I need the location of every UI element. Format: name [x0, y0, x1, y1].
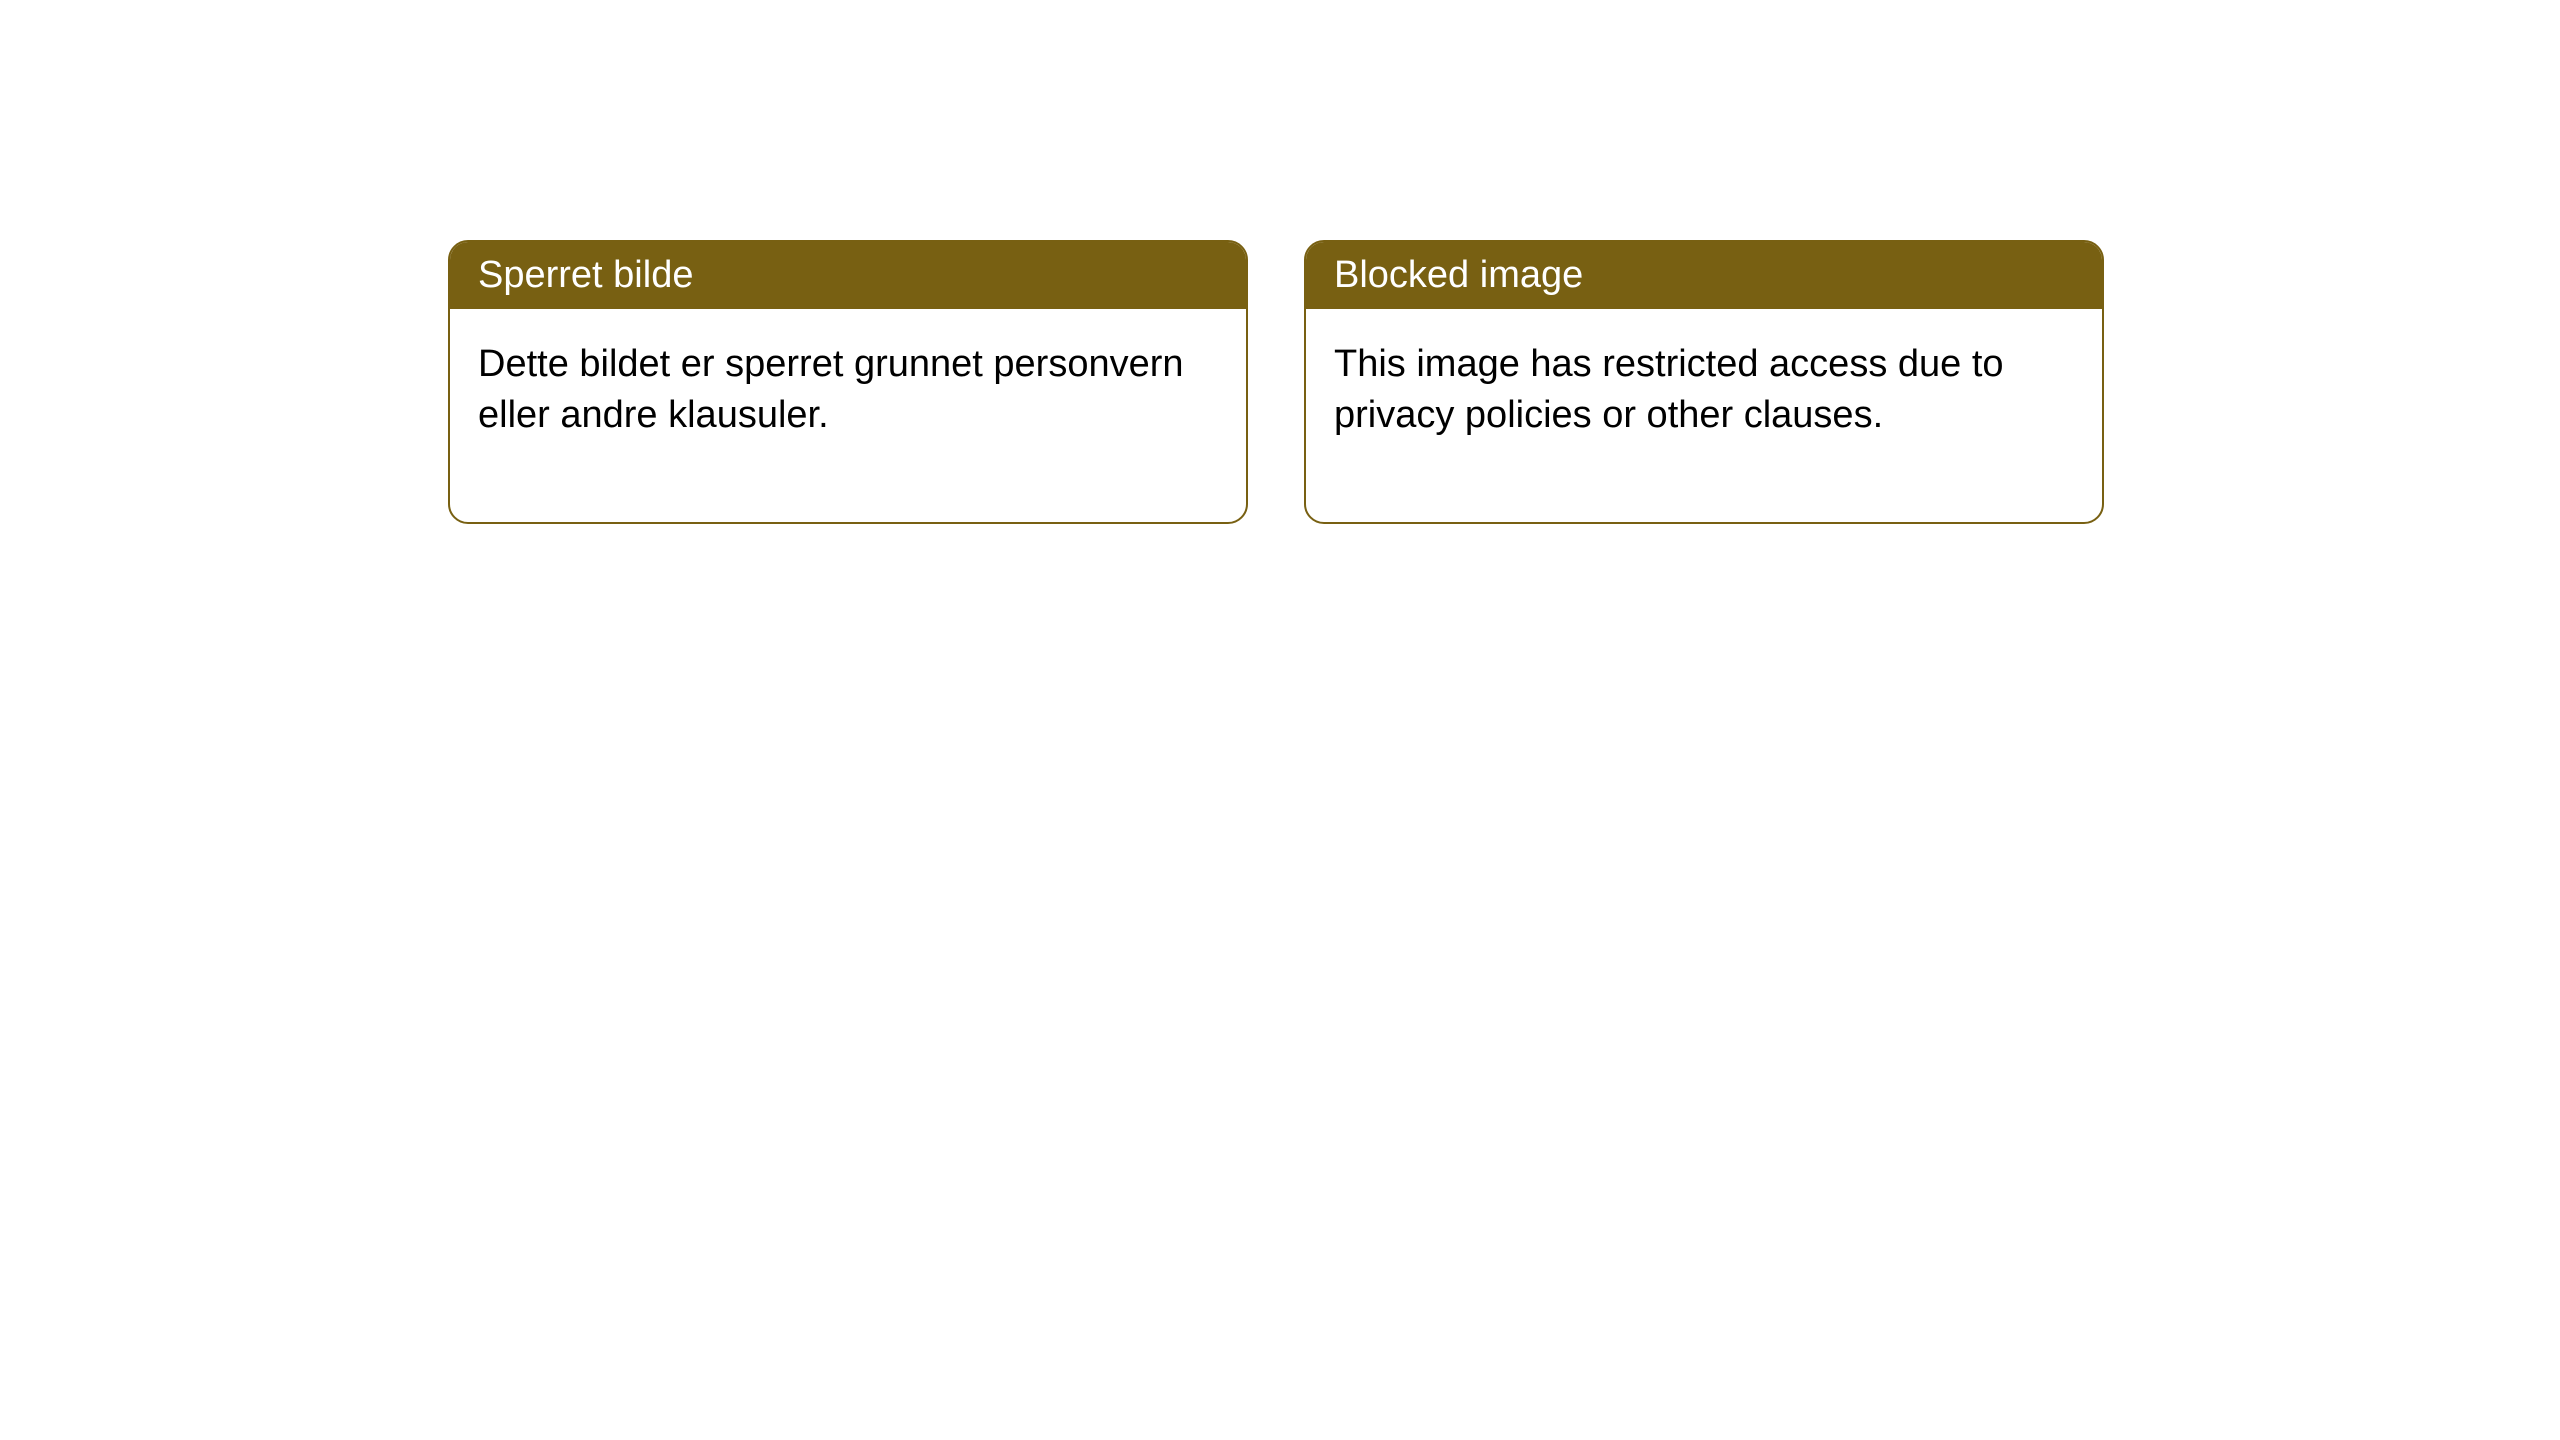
notice-body-no: Dette bildet er sperret grunnet personve…	[450, 309, 1246, 522]
notice-body-en: This image has restricted access due to …	[1306, 309, 2102, 522]
notice-card-en: Blocked image This image has restricted …	[1304, 240, 2104, 524]
notice-header-no: Sperret bilde	[450, 242, 1246, 309]
notice-card-no: Sperret bilde Dette bildet er sperret gr…	[448, 240, 1248, 524]
notice-container: Sperret bilde Dette bildet er sperret gr…	[448, 240, 2104, 524]
notice-header-en: Blocked image	[1306, 242, 2102, 309]
